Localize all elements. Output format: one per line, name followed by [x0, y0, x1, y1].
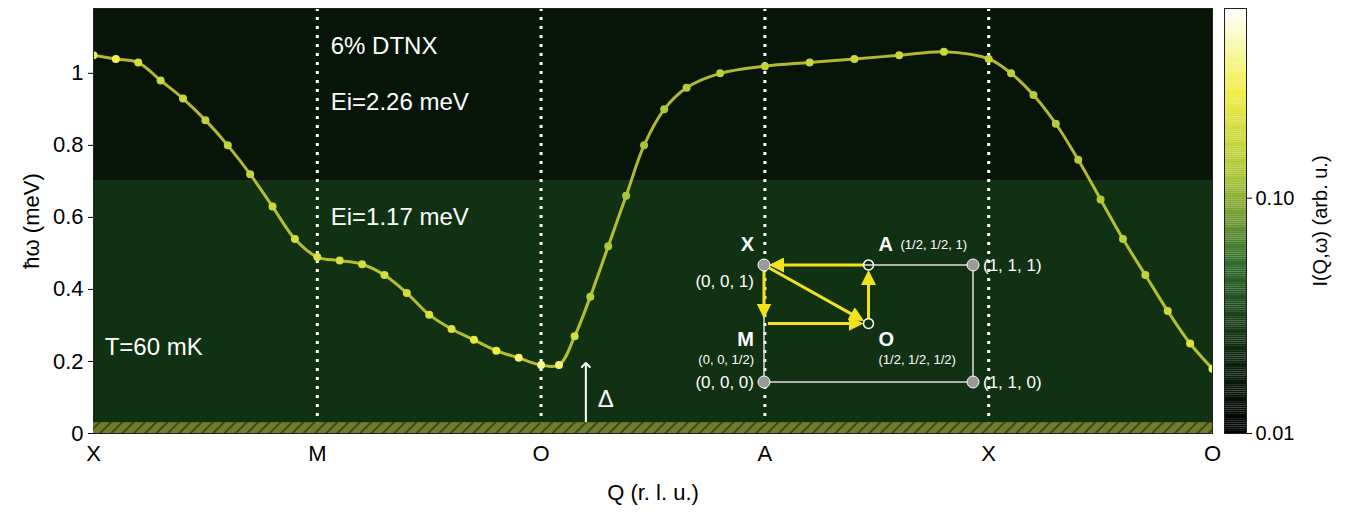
- svg-text:ħω (meV): ħω (meV): [19, 173, 44, 268]
- svg-text:0.6: 0.6: [53, 204, 84, 229]
- svg-text:T=60 mK: T=60 mK: [105, 333, 203, 360]
- svg-text:I(Q,ω) (arb. u.): I(Q,ω) (arb. u.): [1309, 155, 1331, 286]
- svg-text:X: X: [981, 441, 996, 466]
- svg-text:A: A: [758, 441, 773, 466]
- svg-text:(0, 0, 0): (0, 0, 0): [695, 373, 754, 392]
- svg-text:A: A: [879, 233, 893, 255]
- svg-text:Δ: Δ: [598, 385, 614, 412]
- svg-text:0.4: 0.4: [53, 276, 84, 301]
- svg-text:X: X: [86, 441, 101, 466]
- svg-text:(1/2, 1/2, 1): (1/2, 1/2, 1): [901, 237, 967, 252]
- svg-text:0: 0: [71, 421, 83, 446]
- svg-text:M: M: [737, 328, 754, 350]
- svg-text:0.10: 0.10: [1256, 187, 1295, 209]
- svg-text:0.2: 0.2: [53, 349, 84, 374]
- svg-text:6% DTNX: 6% DTNX: [331, 32, 438, 59]
- svg-text:M: M: [308, 441, 326, 466]
- svg-text:(0, 0, 1/2): (0, 0, 1/2): [698, 352, 754, 367]
- svg-text:(1/2, 1/2, 1/2): (1/2, 1/2, 1/2): [879, 352, 956, 367]
- svg-text:0.8: 0.8: [53, 132, 84, 157]
- svg-text:(0, 0, 1): (0, 0, 1): [695, 272, 754, 291]
- svg-text:Ei=1.17 meV: Ei=1.17 meV: [331, 203, 469, 230]
- svg-text:(1, 1, 1): (1, 1, 1): [983, 256, 1042, 275]
- svg-text:(1, 1, 0): (1, 1, 0): [983, 373, 1042, 392]
- svg-text:O: O: [879, 328, 895, 350]
- svg-text:Ei=2.26 meV: Ei=2.26 meV: [331, 88, 469, 115]
- svg-text:X: X: [741, 233, 755, 255]
- svg-text:Q (r. l. u.): Q (r. l. u.): [607, 480, 699, 505]
- svg-text:1: 1: [71, 60, 83, 85]
- svg-text:0.01: 0.01: [1256, 422, 1295, 444]
- svg-text:O: O: [1204, 441, 1221, 466]
- svg-text:O: O: [533, 441, 550, 466]
